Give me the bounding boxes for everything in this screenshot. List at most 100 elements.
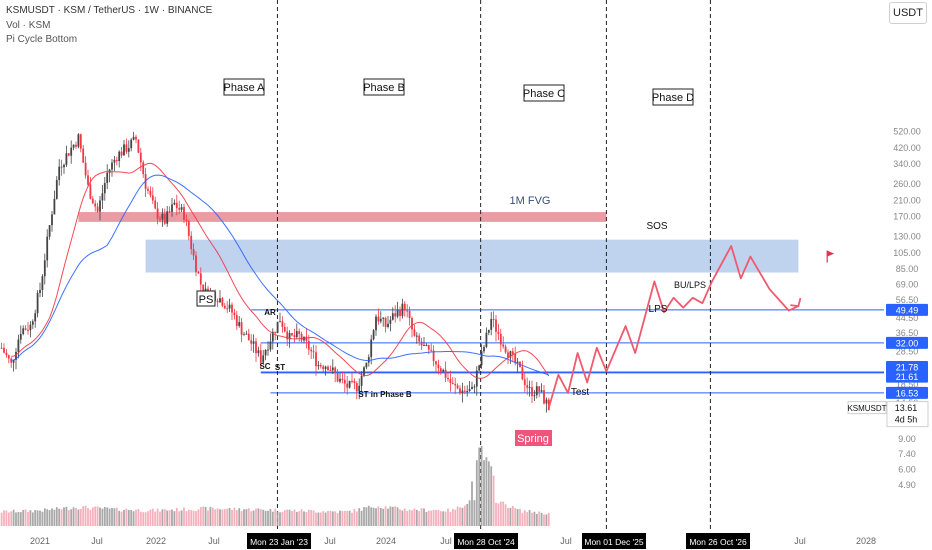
- volume-bar: [459, 507, 461, 526]
- symbol-tag: [847, 401, 887, 415]
- candle-body: [435, 361, 437, 365]
- volume-bar: [262, 509, 265, 526]
- volume-bar: [305, 511, 308, 526]
- phase-label-2: Phase B: [363, 82, 405, 94]
- fvg-zone: [145, 239, 799, 273]
- volume-bar: [379, 508, 382, 526]
- level-price-label: 16.53: [896, 388, 919, 398]
- volume-bar: [439, 511, 442, 526]
- candle-body: [363, 367, 365, 376]
- candle-body: [190, 235, 193, 250]
- volume-bar: [413, 508, 416, 526]
- candle-body: [418, 335, 421, 342]
- candle-body: [504, 346, 507, 353]
- volume-bar: [130, 510, 133, 526]
- volume-bar: [178, 511, 181, 526]
- label-lps: LPS: [649, 304, 668, 315]
- volume-bar: [163, 509, 166, 526]
- candle-body: [514, 354, 517, 364]
- volume-bar: [0, 512, 3, 526]
- candle-body: [34, 313, 37, 322]
- level-price-label: 49.49: [896, 305, 919, 315]
- volume-bar: [389, 506, 392, 526]
- volume-bar: [403, 508, 406, 526]
- phase-box: [652, 88, 694, 106]
- candle-body: [96, 206, 99, 212]
- time-marker-tag: [686, 533, 750, 549]
- candle-body: [17, 339, 20, 352]
- volume-bar: [408, 509, 411, 526]
- label-test: Test: [571, 387, 590, 398]
- volume-bar: [295, 511, 298, 526]
- candle-body: [187, 221, 190, 236]
- volume-bar: [70, 509, 73, 526]
- candle-body: [118, 151, 121, 162]
- price-axis[interactable]: 520.00 420.00 340.00 260.00 210.00 170.00 130.…: [847, 0, 932, 532]
- volume-bar: [175, 507, 178, 526]
- volume-bar: [108, 508, 111, 526]
- volume-bar: [91, 507, 94, 526]
- volume-bar: [211, 507, 214, 526]
- volume-bar: [372, 507, 375, 526]
- volume-bar: [471, 481, 473, 526]
- volume-bar: [48, 510, 51, 526]
- currency-button[interactable]: USDT: [889, 2, 927, 24]
- candle-body: [319, 365, 322, 367]
- price-tick: 36.50: [896, 328, 919, 338]
- volume-bar: [79, 508, 82, 526]
- volume-bar: [84, 505, 87, 526]
- volume-bar: [341, 511, 344, 526]
- label-ps: PS: [199, 294, 214, 306]
- candle-body: [343, 379, 346, 384]
- volume-bar: [159, 511, 161, 526]
- volume-bar: [99, 507, 101, 526]
- candles-layer: [0, 131, 550, 413]
- time-axis[interactable]: 2021 Jul 2022 Jul Jul 2024 Jul Jul Jul 2028 Mon 23…: [0, 532, 932, 550]
- phase-box: [223, 78, 265, 96]
- ps-box: [196, 290, 216, 307]
- flag-icon-banner: [827, 250, 835, 257]
- candle-body: [125, 144, 128, 152]
- volume-bar: [418, 511, 421, 526]
- phase-label-4: Phase D: [652, 92, 694, 104]
- candle-body: [72, 144, 75, 148]
- volume-bar: [36, 510, 39, 526]
- volume-bar: [293, 509, 296, 526]
- candle-body: [31, 321, 34, 325]
- volume-bar: [132, 511, 135, 526]
- candle-body: [15, 351, 17, 360]
- candle-body: [120, 151, 123, 156]
- volume-bar: [504, 504, 507, 526]
- fvg-label: 1M FVG: [510, 195, 551, 207]
- volume-bar: [46, 509, 49, 526]
- volume-bar: [17, 511, 20, 526]
- candle-body: [353, 380, 356, 384]
- volume-bar: [223, 509, 226, 526]
- candle-body: [375, 316, 377, 331]
- candle-body: [269, 341, 272, 350]
- candle-body: [171, 204, 173, 212]
- level-price-tag: [886, 370, 928, 383]
- candle-body: [77, 134, 80, 147]
- volume-bar: [415, 509, 418, 526]
- candle-body: [427, 344, 430, 350]
- candle-body: [29, 324, 32, 331]
- candle-body: [159, 218, 161, 220]
- candle-body: [358, 385, 361, 392]
- candle-body: [348, 380, 351, 388]
- volume-bar: [195, 511, 197, 526]
- volume-bar: [545, 514, 548, 526]
- volume-bar: [67, 510, 70, 526]
- volume-bar: [509, 507, 512, 526]
- candle-body: [492, 319, 495, 321]
- volume-bar: [351, 512, 353, 526]
- volume-bar: [31, 512, 34, 526]
- volume-bar: [72, 507, 75, 526]
- volume-bar: [427, 510, 430, 526]
- volume-bar: [7, 512, 10, 526]
- level-price-tag: [886, 361, 928, 374]
- volume-bar: [226, 508, 229, 526]
- candle-body: [130, 139, 133, 149]
- volume-bar: [466, 503, 469, 526]
